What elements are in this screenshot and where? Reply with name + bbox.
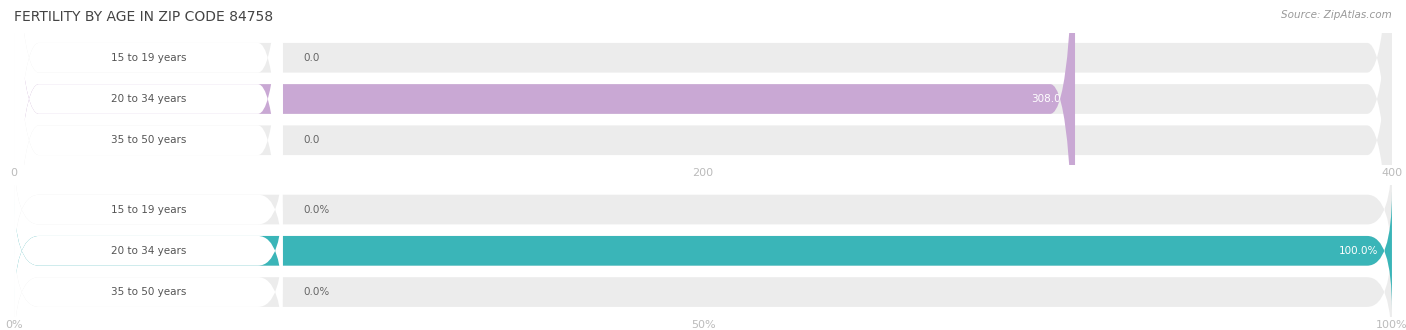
Text: 308.0: 308.0: [1032, 94, 1062, 104]
FancyBboxPatch shape: [14, 150, 283, 269]
Text: FERTILITY BY AGE IN ZIP CODE 84758: FERTILITY BY AGE IN ZIP CODE 84758: [14, 10, 273, 24]
Text: 35 to 50 years: 35 to 50 years: [111, 287, 186, 297]
FancyBboxPatch shape: [14, 0, 283, 330]
FancyBboxPatch shape: [14, 0, 283, 330]
Text: 20 to 34 years: 20 to 34 years: [111, 94, 186, 104]
FancyBboxPatch shape: [14, 191, 1392, 310]
FancyBboxPatch shape: [14, 0, 1392, 330]
Text: Source: ZipAtlas.com: Source: ZipAtlas.com: [1281, 10, 1392, 20]
FancyBboxPatch shape: [14, 233, 283, 330]
FancyBboxPatch shape: [14, 0, 1392, 330]
FancyBboxPatch shape: [14, 0, 1076, 330]
Text: 15 to 19 years: 15 to 19 years: [111, 205, 186, 214]
Text: 0.0: 0.0: [304, 135, 319, 145]
Text: 0.0: 0.0: [304, 53, 319, 63]
FancyBboxPatch shape: [14, 233, 1392, 330]
Text: 100.0%: 100.0%: [1339, 246, 1378, 256]
Text: 15 to 19 years: 15 to 19 years: [111, 53, 186, 63]
Text: 0.0%: 0.0%: [304, 287, 329, 297]
Text: 20 to 34 years: 20 to 34 years: [111, 246, 186, 256]
FancyBboxPatch shape: [14, 150, 1392, 269]
FancyBboxPatch shape: [14, 0, 283, 330]
Text: 0.0%: 0.0%: [304, 205, 329, 214]
FancyBboxPatch shape: [14, 191, 1392, 310]
Text: 35 to 50 years: 35 to 50 years: [111, 135, 186, 145]
FancyBboxPatch shape: [14, 0, 1392, 330]
FancyBboxPatch shape: [14, 191, 283, 310]
